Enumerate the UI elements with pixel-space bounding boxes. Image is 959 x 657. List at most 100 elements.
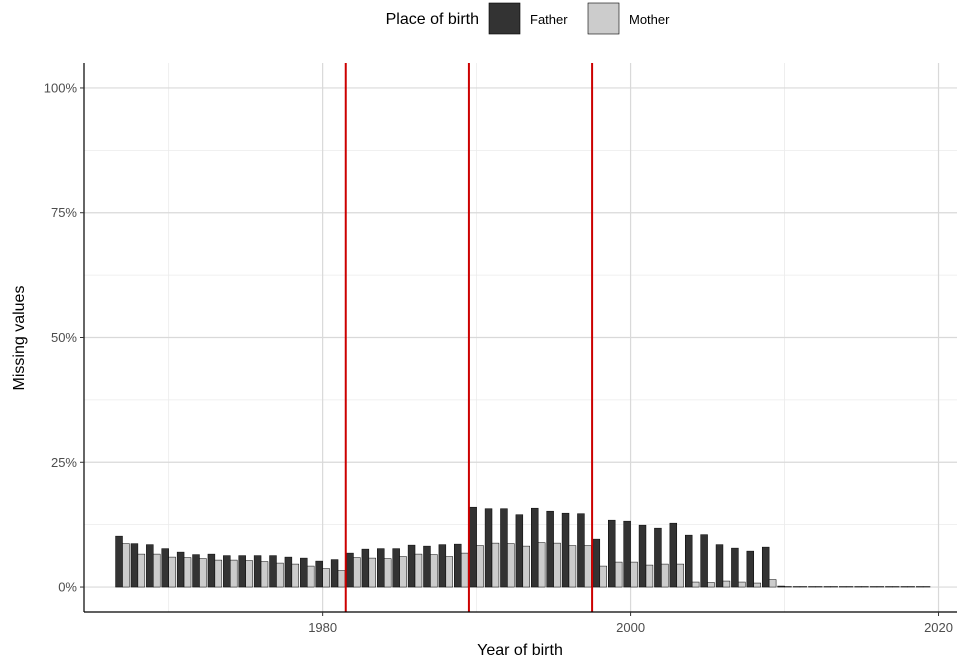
legend: Place of birth Father Mother [386, 2, 670, 35]
bar-mother-1990 [476, 545, 484, 588]
bar-mother-1979 [307, 565, 315, 588]
bar-father-1967 [115, 535, 123, 588]
bar-mother-1980 [322, 568, 330, 588]
bar-father-1988 [438, 544, 447, 588]
bar-mother-1970 [168, 556, 176, 588]
bar-mother-1978 [291, 563, 300, 588]
bar-father-1995 [546, 510, 554, 588]
bar-father-1972 [192, 554, 200, 588]
bar-father-1969 [146, 544, 154, 588]
bar-mother-1983 [368, 557, 377, 588]
bar-father-1987 [423, 545, 431, 588]
bar-father-2002 [654, 527, 662, 588]
bar-mother-1988 [445, 556, 454, 588]
y-tick-label: 50% [51, 330, 77, 345]
bar-mother-1986 [414, 553, 423, 588]
bar-father-1997 [577, 513, 585, 588]
bar-father-1971 [176, 551, 185, 588]
legend-key-mother [587, 2, 620, 35]
bar-mother-1973 [214, 559, 223, 588]
bar-father-2007 [731, 547, 739, 588]
legend-key-father [488, 2, 521, 35]
bar-father-1994 [531, 507, 539, 588]
bar-mother-1992 [507, 543, 515, 588]
bar-father-1989 [454, 543, 462, 588]
bar-mother-2004 [691, 581, 700, 588]
bar-mother-1975 [245, 560, 253, 588]
bar-mother-1989 [460, 552, 469, 588]
bar-father-1977 [269, 555, 277, 588]
bar-father-2005 [700, 534, 708, 588]
bar-mother-1982 [353, 557, 361, 588]
reference-lines [344, 63, 594, 612]
bar-father-1999 [608, 519, 616, 588]
bar-mother-1995 [553, 542, 561, 588]
bar-father-1968 [130, 543, 139, 588]
x-axis-title: Year of birth [477, 642, 563, 657]
bar-mother-1991 [491, 542, 500, 588]
bar-mother-1976 [260, 561, 269, 588]
bar-mother-1971 [183, 557, 192, 588]
bar-father-1982 [346, 552, 354, 588]
bar-mother-1987 [430, 554, 438, 588]
bar-father-1974 [223, 555, 231, 588]
bar-mother-2006 [722, 580, 731, 588]
bars [115, 506, 931, 588]
x-tick-label: 2000 [616, 620, 645, 635]
bar-mother-2002 [661, 563, 669, 588]
bar-father-1978 [284, 556, 293, 588]
bar-mother-1984 [383, 558, 392, 588]
bar-mother-2008 [753, 582, 761, 588]
bar-father-2003 [669, 522, 678, 588]
legend-label-father: Father [530, 12, 568, 27]
bar-father-2009 [761, 546, 770, 588]
bar-father-2004 [684, 534, 693, 588]
x-tick-label: 2020 [924, 620, 953, 635]
bar-mother-1994 [537, 542, 546, 588]
bar-father-1970 [161, 548, 169, 588]
bar-mother-1985 [399, 556, 407, 588]
y-axis-title: Missing values [11, 286, 28, 391]
bar-father-1996 [561, 512, 570, 588]
bar-mother-2001 [645, 564, 654, 588]
legend-title: Place of birth [386, 11, 479, 28]
y-tick-label: 0% [58, 580, 77, 595]
legend-label-mother: Mother [629, 12, 670, 27]
bar-father-1980 [315, 560, 323, 588]
bar-mother-2009 [768, 579, 777, 588]
bar-mother-1968 [137, 553, 146, 588]
y-tick-label: 75% [51, 205, 77, 220]
bar-father-1984 [377, 548, 385, 588]
bar-father-2006 [715, 544, 724, 588]
bar-father-1975 [238, 555, 246, 588]
bar-father-1983 [361, 548, 370, 588]
bar-mother-1996 [568, 545, 577, 588]
bar-father-1991 [484, 508, 493, 588]
x-ticks: 1980 2000 2020 [308, 612, 953, 635]
bar-mother-1999 [614, 561, 623, 588]
bar-mother-1972 [199, 558, 207, 588]
bar-father-1985 [392, 548, 400, 588]
x-tick-label: 1980 [308, 620, 337, 635]
bar-father-1990 [469, 506, 477, 588]
bar-mother-2007 [738, 581, 746, 588]
bar-father-2001 [638, 524, 647, 588]
bar-father-2008 [746, 550, 755, 588]
y-tick-label: 100% [44, 80, 78, 95]
bar-father-1998 [592, 538, 601, 588]
bar-father-2000 [623, 520, 631, 588]
grid-minor [84, 63, 957, 612]
bar-mother-1977 [276, 562, 284, 588]
bar-father-1981 [330, 559, 339, 588]
bar-father-1976 [253, 555, 262, 588]
bar-mother-2000 [630, 561, 638, 588]
bar-mother-1993 [522, 545, 530, 588]
bar-father-1979 [300, 557, 308, 588]
bar-mother-1998 [599, 565, 607, 588]
bar-mother-2003 [676, 563, 684, 588]
bar-mother-2005 [707, 582, 715, 588]
bar-mother-1997 [584, 545, 592, 588]
bar-father-1973 [207, 553, 216, 588]
y-tick-label: 25% [51, 455, 77, 470]
